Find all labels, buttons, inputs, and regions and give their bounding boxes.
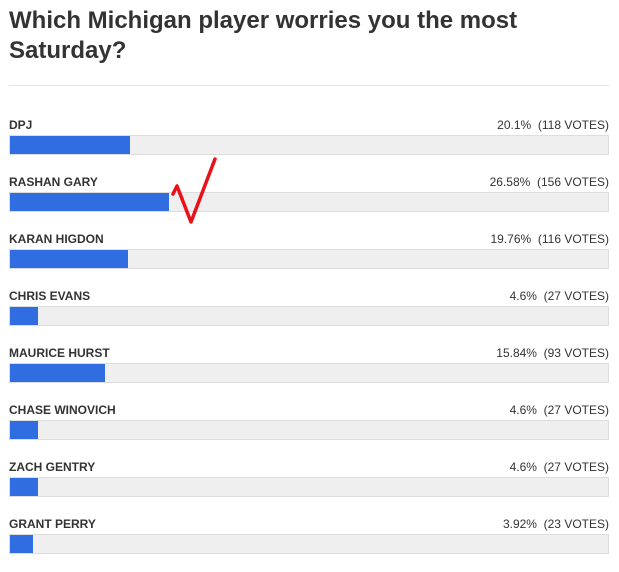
result-bar-fill — [10, 193, 169, 211]
result-bar-track — [9, 249, 609, 269]
title-divider — [9, 85, 609, 86]
option-header: GRANT PERRY 3.92% (23 VOTES) — [9, 515, 609, 533]
option-header: MAURICE HURST 15.84% (93 VOTES) — [9, 344, 609, 362]
option-result: 4.6% (27 VOTES) — [510, 458, 609, 476]
poll-option: RASHAN GARY 26.58% (156 VOTES) — [9, 173, 609, 230]
result-bar-fill — [10, 136, 131, 154]
option-result: 19.76% (116 VOTES) — [490, 230, 609, 248]
poll-title: Which Michigan player worries you the mo… — [9, 7, 518, 64]
result-bar-fill — [10, 535, 34, 553]
poll-option: GRANT PERRY 3.92% (23 VOTES) — [9, 515, 609, 572]
option-votes: (27 VOTES) — [543, 460, 609, 474]
result-bar-track — [9, 477, 609, 497]
option-percent: 3.92% — [502, 517, 537, 531]
option-header: CHRIS EVANS 4.6% (27 VOTES) — [9, 287, 609, 305]
option-result: 4.6% (27 VOTES) — [510, 287, 609, 305]
result-bar-track — [9, 534, 609, 554]
poll-option: MAURICE HURST 15.84% (93 VOTES) — [9, 344, 609, 401]
poll-option: CHRIS EVANS 4.6% (27 VOTES) — [9, 287, 609, 344]
result-bar-track — [9, 135, 609, 155]
option-header: ZACH GENTRY 4.6% (27 VOTES) — [9, 458, 609, 476]
option-percent: 20.1% — [497, 118, 532, 132]
option-label: GRANT PERRY — [9, 517, 96, 531]
option-percent: 15.84% — [496, 346, 537, 360]
poll-option: KARAN HIGDON 19.76% (116 VOTES) — [9, 230, 609, 287]
option-header: KARAN HIGDON 19.76% (116 VOTES) — [9, 230, 609, 248]
result-bar-fill — [10, 250, 129, 268]
result-bar-fill — [10, 307, 38, 325]
option-label: RASHAN GARY — [9, 175, 98, 189]
option-percent: 4.6% — [509, 289, 537, 303]
result-bar-fill — [10, 421, 38, 439]
option-result: 26.58% (156 VOTES) — [490, 173, 609, 191]
option-result: 15.84% (93 VOTES) — [496, 344, 609, 362]
red-checkmark-icon — [171, 157, 217, 224]
option-votes: (93 VOTES) — [543, 346, 609, 360]
result-bar-track — [9, 192, 609, 212]
option-label: KARAN HIGDON — [9, 232, 104, 246]
option-header: DPJ 20.1% (118 VOTES) — [9, 116, 609, 134]
option-votes: (23 VOTES) — [543, 517, 609, 531]
option-label: CHASE WINOVICH — [9, 403, 116, 417]
option-votes: (27 VOTES) — [543, 289, 609, 303]
option-votes: (118 VOTES) — [537, 118, 609, 132]
option-label: MAURICE HURST — [9, 346, 110, 360]
poll-option: DPJ 20.1% (118 VOTES) — [9, 116, 609, 173]
option-result: 20.1% (118 VOTES) — [497, 116, 609, 134]
poll-option: CHASE WINOVICH 4.6% (27 VOTES) — [9, 401, 609, 458]
option-header: RASHAN GARY 26.58% (156 VOTES) — [9, 173, 609, 191]
option-votes: (156 VOTES) — [536, 175, 609, 189]
poll-options: DPJ 20.1% (118 VOTES) RASHAN GARY 26.58%… — [9, 116, 609, 572]
option-percent: 4.6% — [509, 403, 537, 417]
option-label: ZACH GENTRY — [9, 460, 96, 474]
result-bar-fill — [10, 364, 105, 382]
option-result: 4.6% (27 VOTES) — [510, 401, 609, 419]
option-percent: 26.58% — [489, 175, 531, 189]
result-bar-track — [9, 306, 609, 326]
poll-option: ZACH GENTRY 4.6% (27 VOTES) — [9, 458, 609, 515]
result-bar-fill — [10, 478, 38, 496]
option-header: CHASE WINOVICH 4.6% (27 VOTES) — [9, 401, 609, 419]
result-bar-track — [9, 363, 609, 383]
option-votes: (116 VOTES) — [537, 232, 609, 246]
option-percent: 4.6% — [509, 460, 537, 474]
option-label: CHRIS EVANS — [9, 289, 91, 303]
option-result: 3.92% (23 VOTES) — [503, 515, 609, 533]
option-percent: 19.76% — [490, 232, 532, 246]
option-label: DPJ — [9, 118, 33, 132]
result-bar-track — [9, 420, 609, 440]
option-votes: (27 VOTES) — [543, 403, 609, 417]
